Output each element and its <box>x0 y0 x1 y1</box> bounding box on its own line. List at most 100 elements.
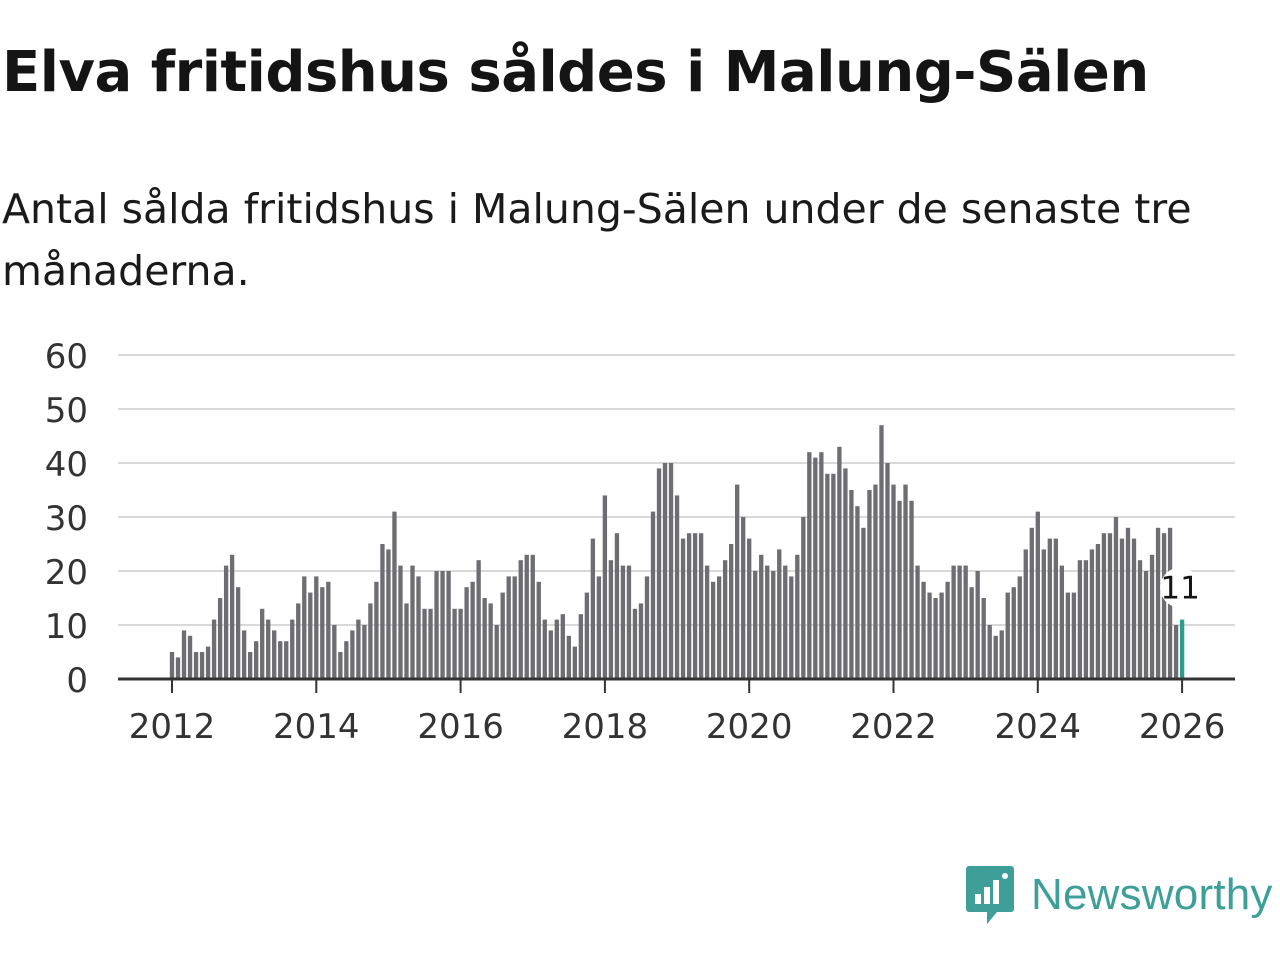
bar <box>428 608 433 679</box>
bar <box>470 581 475 679</box>
x-tick-label: 2014 <box>273 707 360 747</box>
highlight-bar <box>1179 619 1185 679</box>
y-tick-label: 10 <box>45 607 88 647</box>
bar <box>680 538 686 679</box>
bar <box>602 495 608 679</box>
bar <box>1107 533 1113 679</box>
bar <box>326 581 331 679</box>
bar <box>356 619 361 679</box>
bar <box>284 641 289 679</box>
bar <box>933 598 938 679</box>
bar <box>963 565 968 679</box>
y-tick-label: 60 <box>45 337 88 377</box>
bar <box>1065 592 1071 679</box>
bar <box>254 641 259 679</box>
bar <box>247 652 253 679</box>
bar <box>272 630 277 679</box>
bar <box>897 500 902 679</box>
bar <box>518 560 523 679</box>
bar <box>199 652 205 679</box>
bar <box>981 598 986 679</box>
bar <box>747 538 752 679</box>
bar <box>1149 554 1155 679</box>
bar <box>614 533 620 679</box>
bar <box>211 619 217 679</box>
bar <box>975 571 980 679</box>
bar <box>512 576 517 679</box>
chart-title: Elva fritidshus såldes i Malung-Sälen <box>2 40 1149 105</box>
bar <box>1011 587 1016 679</box>
y-tick-label: 0 <box>66 661 88 701</box>
bar <box>704 565 710 679</box>
bar <box>500 592 505 679</box>
bar <box>650 511 656 679</box>
bar <box>885 463 890 679</box>
bar <box>368 603 373 679</box>
bar <box>686 533 692 679</box>
bar <box>626 565 632 679</box>
bar <box>716 576 722 679</box>
bar <box>578 614 584 679</box>
bar <box>867 490 872 679</box>
bar <box>1089 549 1095 679</box>
x-tick-label: 2016 <box>417 707 504 747</box>
bar <box>1137 560 1143 679</box>
bar <box>542 619 547 679</box>
bar <box>1041 549 1046 679</box>
bar <box>314 576 319 679</box>
bar <box>1053 538 1059 679</box>
bar <box>548 630 553 679</box>
bar <box>290 619 295 679</box>
bar <box>632 608 638 679</box>
bar <box>674 495 680 679</box>
bar <box>801 517 806 679</box>
bar <box>446 571 451 679</box>
bar <box>741 517 746 679</box>
bar <box>332 625 337 679</box>
bar <box>849 490 854 679</box>
bar <box>777 549 782 679</box>
bar <box>939 592 944 679</box>
x-tick-label: 2024 <box>995 707 1082 747</box>
bar <box>644 576 650 679</box>
bar <box>530 554 535 679</box>
bar <box>422 608 427 679</box>
brand-logo: Newsworthy <box>965 864 1273 926</box>
bar <box>789 576 794 679</box>
y-tick-label: 40 <box>45 445 88 485</box>
bar <box>945 581 950 679</box>
bar <box>320 587 325 679</box>
x-tick-label: 2026 <box>1139 707 1226 747</box>
bar <box>404 603 409 679</box>
bar <box>855 506 860 679</box>
bar <box>392 511 397 679</box>
bar <box>596 576 602 679</box>
bar <box>1125 527 1131 679</box>
bar <box>380 544 385 679</box>
bar <box>753 571 758 679</box>
bar <box>1113 517 1119 679</box>
bar <box>278 641 283 679</box>
bar <box>879 425 884 679</box>
bar <box>235 587 241 679</box>
bar <box>464 587 469 679</box>
bar <box>241 630 247 679</box>
bar <box>338 652 343 679</box>
bar <box>296 603 301 679</box>
bar <box>344 641 349 679</box>
bar <box>1071 592 1077 679</box>
bar <box>735 484 740 679</box>
bar <box>608 560 614 679</box>
x-tick-label: 2022 <box>850 707 937 747</box>
bar <box>350 630 355 679</box>
bar <box>560 614 565 679</box>
bar <box>1029 527 1034 679</box>
bar <box>506 576 511 679</box>
y-tick-label: 30 <box>45 499 88 539</box>
bar <box>987 625 992 679</box>
bar <box>993 635 998 679</box>
bar <box>668 463 674 679</box>
newsworthy-logo-icon <box>966 866 1014 924</box>
bar <box>1017 576 1022 679</box>
bar <box>440 571 445 679</box>
